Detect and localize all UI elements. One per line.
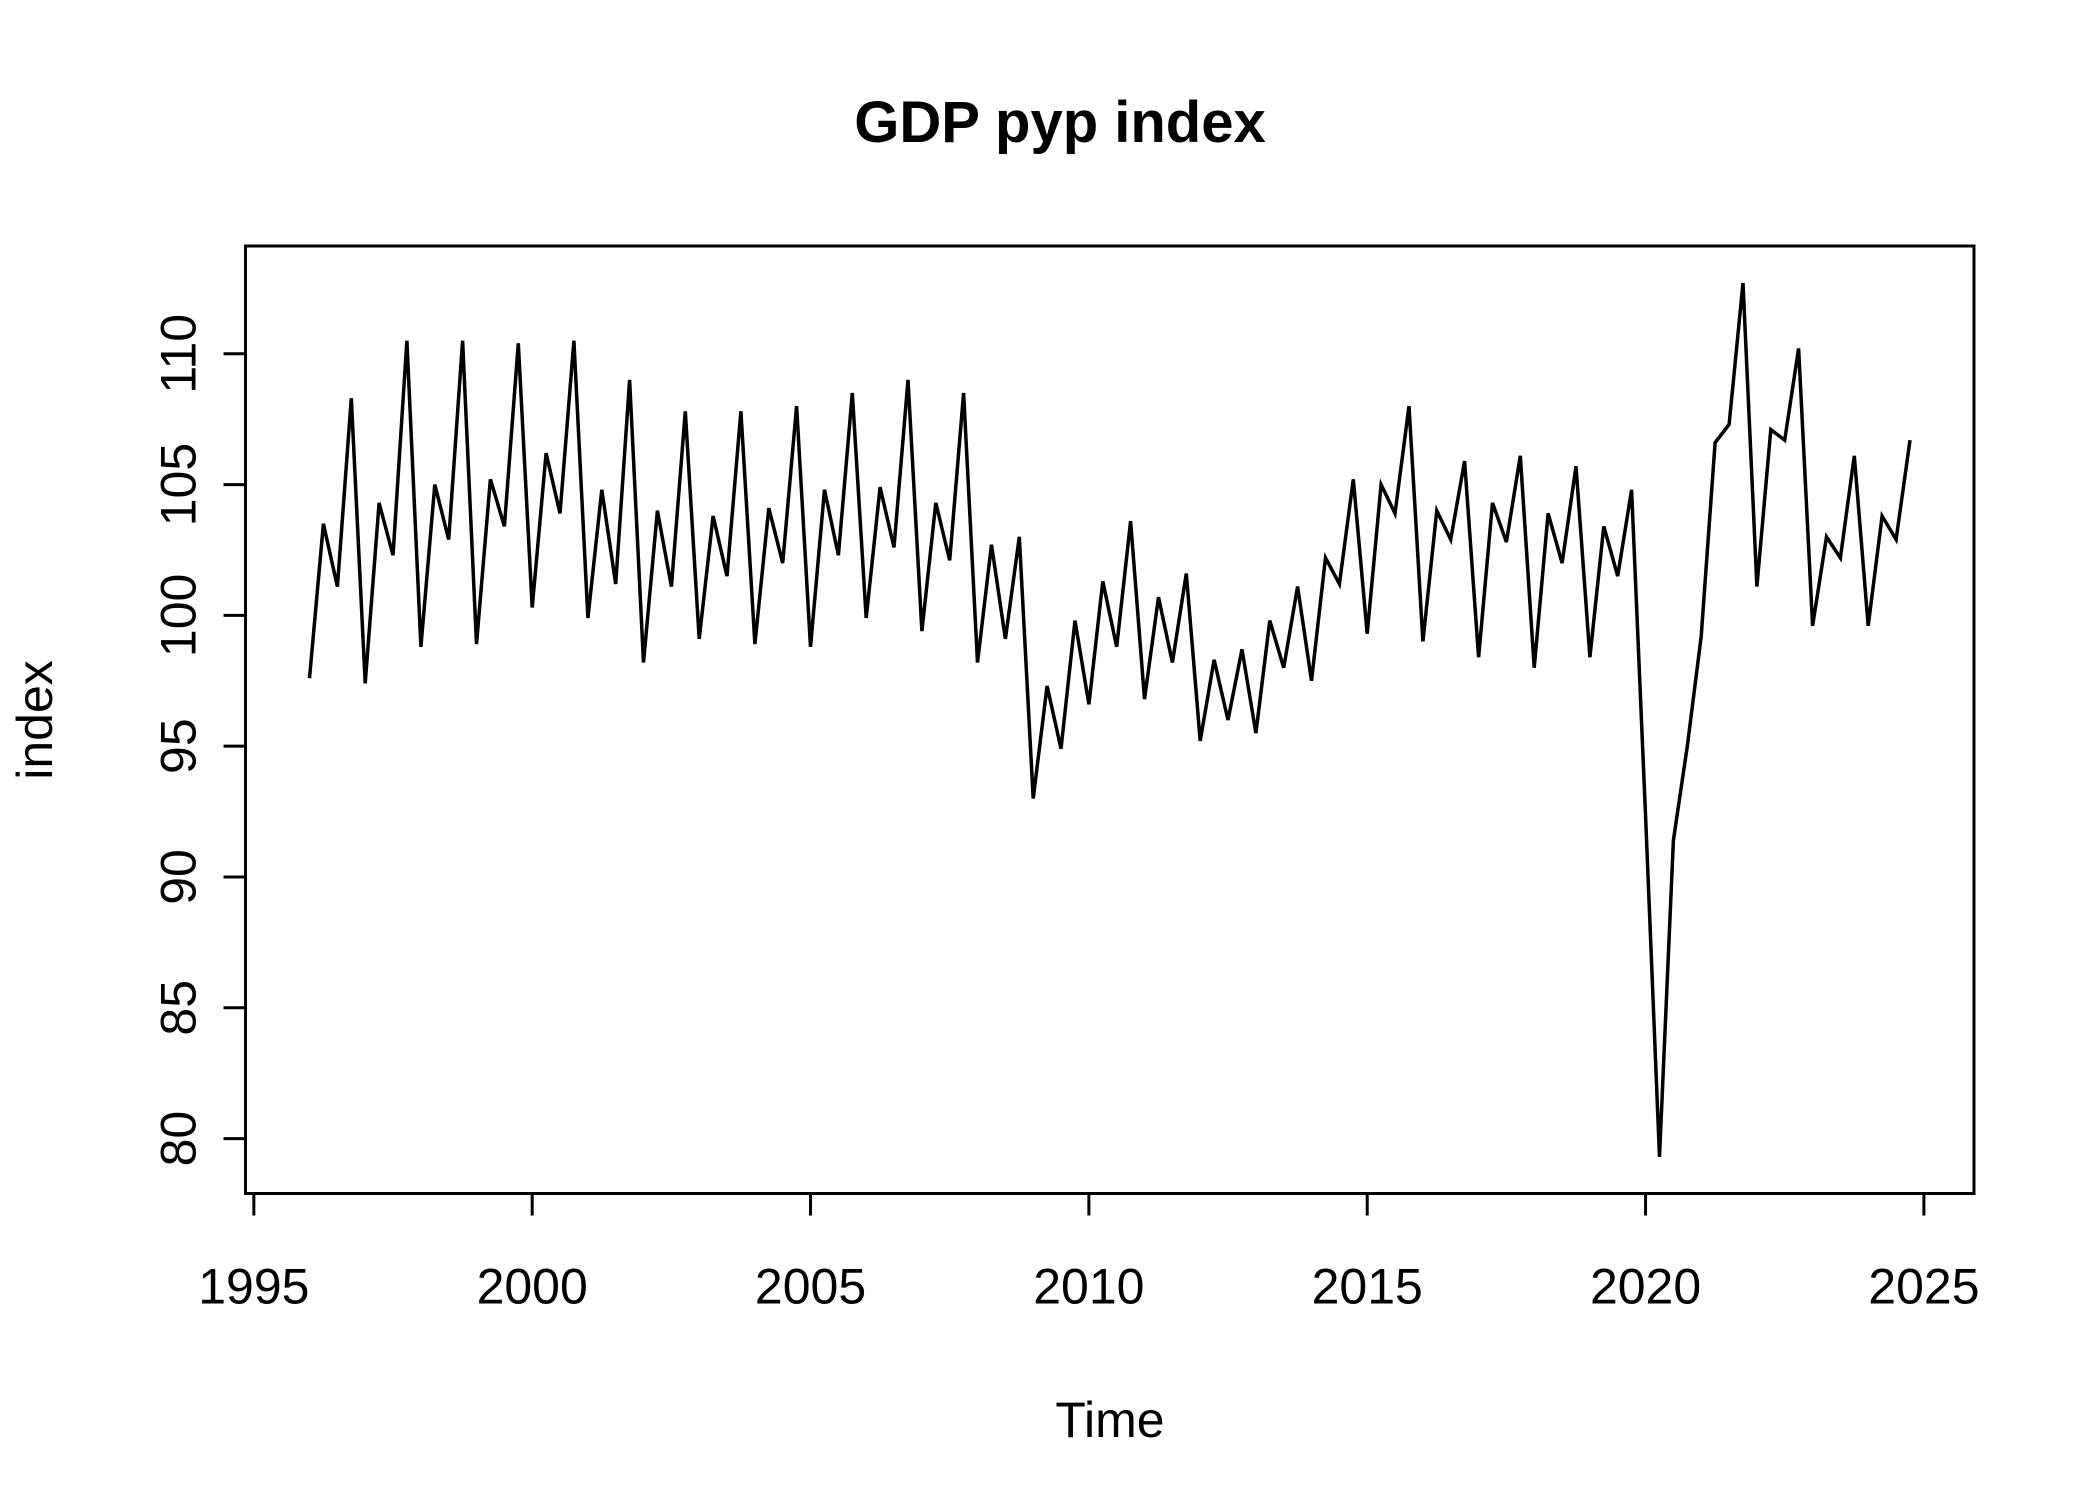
y-tick-label: 100 <box>151 574 207 657</box>
x-tick-label: 2020 <box>1590 1259 1701 1315</box>
x-tick-label: 2025 <box>1868 1259 1979 1315</box>
x-tick-label: 2015 <box>1312 1259 1423 1315</box>
y-axis-ticks <box>223 352 246 1141</box>
y-tick-label: 95 <box>151 718 207 774</box>
plot-border <box>244 244 1976 1195</box>
x-axis-tick-labels: 1995 2000 2005 2010 2015 2020 2025 <box>198 1259 1979 1315</box>
chart-title: GDP pyp index <box>854 90 1265 155</box>
y-axis-title: index <box>7 660 63 780</box>
y-tick-label: 105 <box>151 443 207 526</box>
y-tick-label: 90 <box>151 849 207 905</box>
x-tick-label: 1995 <box>198 1259 309 1315</box>
x-tick-label: 2010 <box>1033 1259 1144 1315</box>
x-tick-label: 2005 <box>755 1259 866 1315</box>
x-axis-title: Time <box>1055 1392 1164 1448</box>
y-tick-label: 110 <box>151 314 207 394</box>
x-axis-ticks <box>252 1193 1926 1216</box>
y-tick-label: 85 <box>151 980 207 1036</box>
gdp-series-line <box>307 282 1912 1157</box>
y-tick-label: 80 <box>151 1111 207 1167</box>
x-tick-label: 2000 <box>477 1259 588 1315</box>
y-axis-tick-labels: 80 85 90 95 100 105 110 <box>151 314 207 1166</box>
